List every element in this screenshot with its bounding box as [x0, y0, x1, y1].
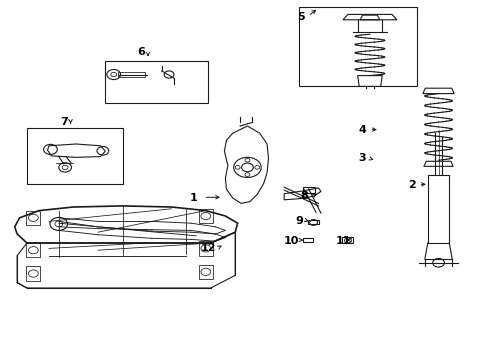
- Bar: [199, 241, 213, 256]
- Bar: [26, 266, 40, 281]
- Bar: [299, 7, 416, 86]
- Text: 10: 10: [284, 236, 299, 246]
- Text: 9: 9: [295, 216, 303, 226]
- Bar: [27, 128, 122, 184]
- Bar: [26, 211, 40, 225]
- Bar: [199, 265, 213, 279]
- Text: 8: 8: [300, 191, 308, 201]
- Bar: [199, 209, 213, 223]
- Bar: [26, 243, 40, 257]
- Text: 4: 4: [359, 125, 367, 135]
- Bar: [105, 61, 208, 103]
- Text: 5: 5: [297, 12, 305, 22]
- Text: 12: 12: [200, 243, 216, 253]
- Text: 3: 3: [359, 153, 367, 163]
- Text: 11: 11: [335, 236, 351, 246]
- Text: 6: 6: [137, 47, 145, 57]
- Text: 1: 1: [190, 193, 197, 203]
- Text: 7: 7: [60, 117, 68, 127]
- Text: 2: 2: [408, 180, 416, 190]
